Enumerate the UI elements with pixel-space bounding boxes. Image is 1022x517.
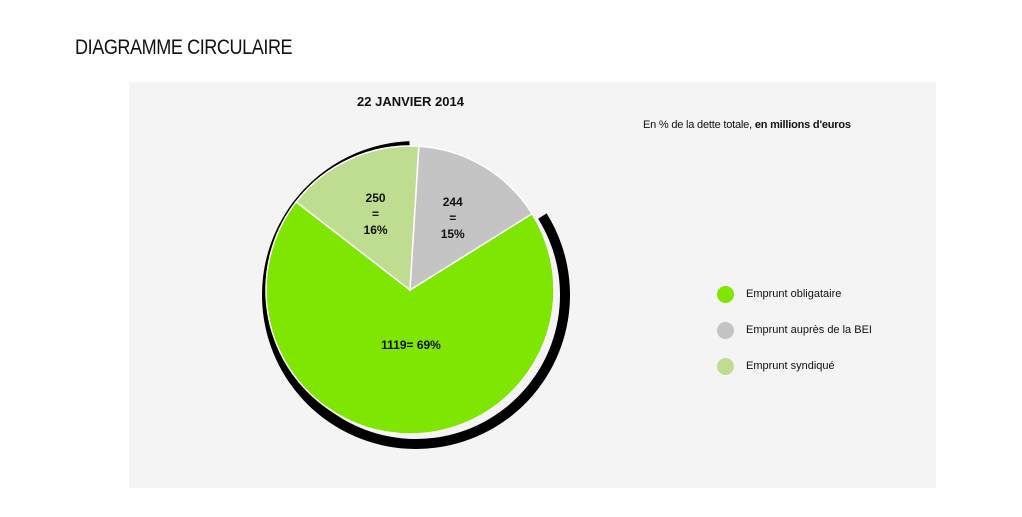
legend-item-1: Emprunt auprès de la BEI: [717, 321, 872, 339]
pie-slice-1: [409, 145, 534, 292]
slice-label-0-0: 1119= 69%: [381, 338, 441, 352]
legend-label-2: Emprunt syndiqué: [746, 360, 835, 372]
slice-label-2-2: 16%: [364, 223, 388, 237]
pie-slice-0: [265, 200, 555, 435]
slice-label-2-0: 250: [366, 191, 386, 205]
legend-label-1: Emprunt auprès de la BEI: [746, 324, 872, 336]
pie-slice-2: [295, 145, 420, 292]
legend-item-2: Emprunt syndiqué: [717, 357, 872, 375]
chart-legend: Emprunt obligataire Emprunt auprès de la …: [717, 285, 872, 393]
page-title: DIAGRAMME CIRCULAIRE: [75, 36, 293, 59]
slice-label-1-2: 15%: [441, 227, 465, 241]
chart-title: 22 JANVIER 2014: [357, 94, 464, 109]
subtitle-prefix: En % de la dette totale,: [643, 119, 755, 131]
legend-label-0: Emprunt obligataire: [746, 288, 842, 300]
slice-label-1-1: =: [449, 211, 456, 225]
legend-swatch-1: [717, 321, 734, 339]
slice-label-1-0: 244: [443, 195, 463, 209]
subtitle-bold: en millions d'euros: [754, 119, 851, 131]
legend-swatch-0: [717, 285, 734, 303]
chart-subtitle: En % de la dette totale, en millions d'e…: [643, 119, 851, 131]
slice-label-2-1: =: [372, 207, 379, 221]
pie-chart: 1119= 69% 250 = 16% 244 = 15%: [262, 141, 570, 449]
chart-panel: 22 JANVIER 2014 En % de la dette totale,…: [129, 82, 936, 488]
legend-item-0: Emprunt obligataire: [717, 285, 872, 303]
legend-swatch-2: [717, 357, 734, 375]
